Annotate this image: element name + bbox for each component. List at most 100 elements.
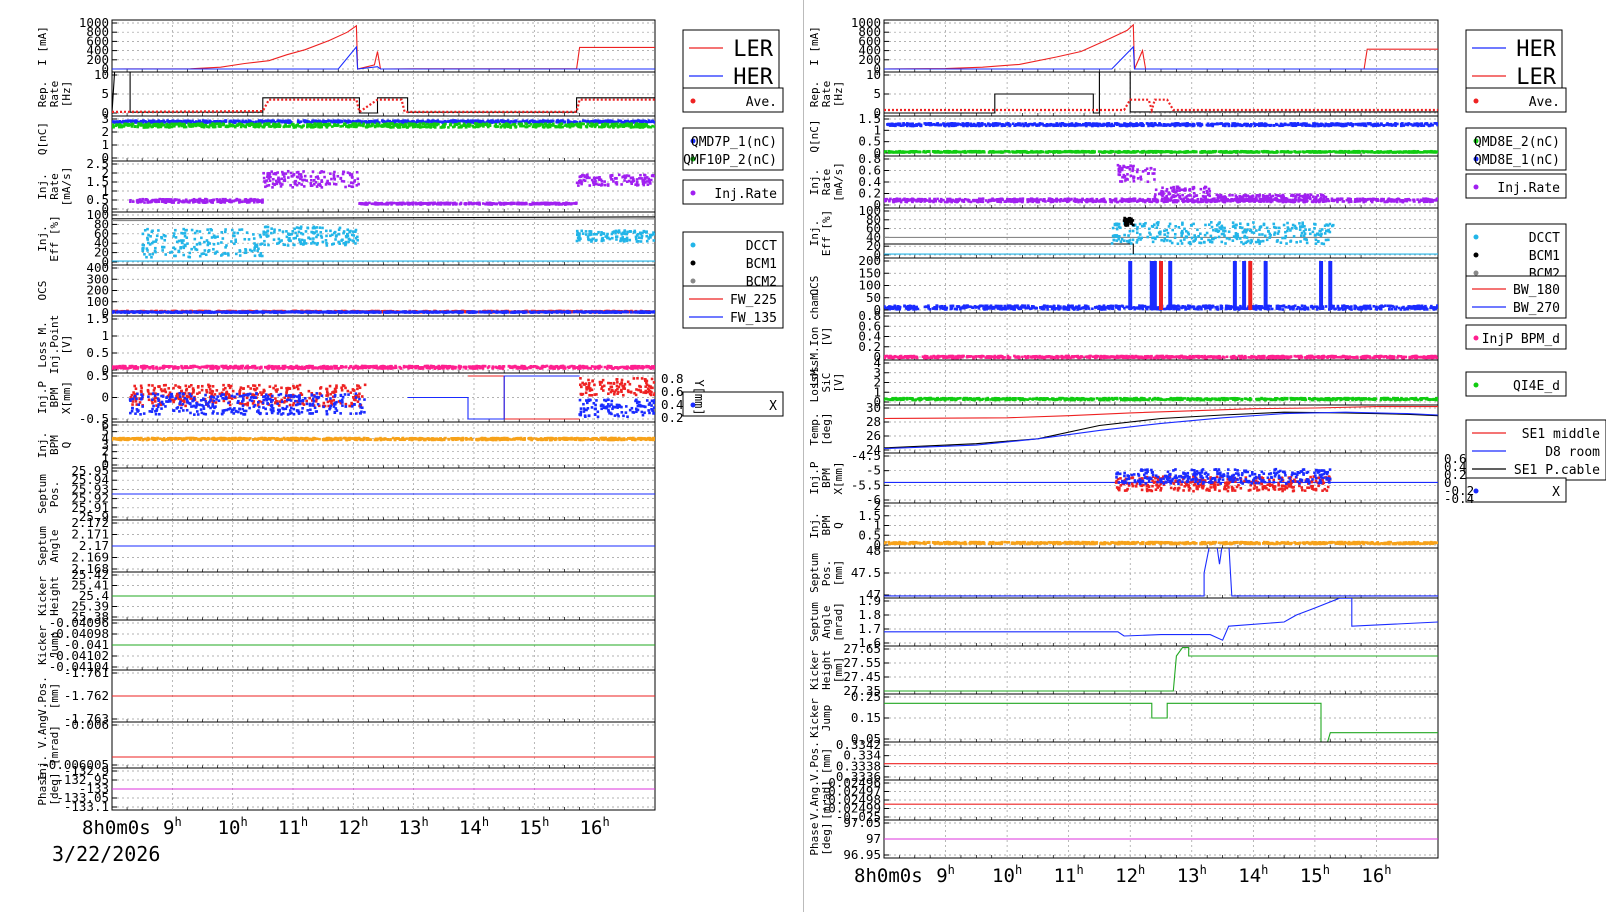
- data-point-green: [157, 125, 160, 129]
- data-point-green: [494, 123, 498, 126]
- data-point-blue: [450, 120, 453, 124]
- data-point-blue: [218, 119, 222, 123]
- data-point-purple: [597, 183, 601, 187]
- data-point-purple: [186, 200, 189, 204]
- data-point-purple: [635, 178, 639, 181]
- data-point-blue: [617, 119, 621, 123]
- data-point-blue: [233, 311, 236, 314]
- data-point-cyan: [340, 239, 343, 242]
- data-point-blue: [364, 310, 367, 314]
- data-point-purple: [642, 182, 646, 185]
- data-point-pink: [383, 367, 386, 370]
- data-point-cyan: [588, 232, 591, 236]
- data-point-cyan: [236, 231, 240, 235]
- data-point-purple: [488, 203, 492, 206]
- y-tick-label: 0.5: [86, 345, 109, 360]
- data-point-blue: [419, 120, 422, 124]
- data-point-purple: [567, 201, 571, 205]
- data-point-green: [376, 124, 380, 128]
- data-point-blue: [161, 311, 164, 314]
- data-point-green: [302, 124, 305, 127]
- data-point-blue: [521, 310, 524, 314]
- series-line-red: [112, 98, 655, 114]
- data-point-purple: [225, 199, 229, 202]
- data-point-green: [532, 123, 536, 127]
- series-group: [112, 24, 655, 70]
- data-point-cyan: [203, 240, 206, 244]
- data-point-cyan: [285, 230, 288, 233]
- data-point-blue: [502, 310, 506, 313]
- data-point-green: [269, 125, 272, 128]
- data-point-cyan: [293, 243, 296, 247]
- data-point-purple: [289, 183, 292, 187]
- data-point-green: [484, 122, 487, 126]
- data-point-blue: [614, 311, 617, 314]
- data-point-blue: [237, 120, 241, 124]
- data-point-cyan: [315, 230, 318, 233]
- data-point-green: [579, 124, 582, 128]
- data-point-cyan: [173, 247, 177, 251]
- data-point-blue: [346, 120, 349, 124]
- data-point-cyan: [177, 239, 181, 243]
- data-point-purple: [323, 175, 326, 179]
- data-point-purple: [303, 178, 306, 182]
- data-point-blue: [300, 310, 304, 314]
- data-point-green: [503, 123, 507, 127]
- data-point-green: [626, 123, 629, 127]
- data-point-purple: [401, 201, 405, 205]
- data-point-purple: [517, 202, 521, 206]
- data-point-purple: [314, 180, 318, 184]
- data-point-cyan: [315, 235, 318, 239]
- data-point-blue: [430, 310, 433, 314]
- data-point-cyan: [584, 233, 588, 236]
- data-point-blue: [544, 120, 548, 124]
- data-point-purple: [396, 202, 400, 206]
- data-point-cyan: [652, 239, 655, 242]
- y-axis-label: OCS: [36, 281, 49, 301]
- data-point-purple: [231, 199, 235, 203]
- data-point-purple: [312, 182, 316, 186]
- data-point-blue: [518, 120, 521, 124]
- data-point-cyan: [642, 229, 646, 233]
- data-point-blue: [135, 310, 139, 314]
- data-point-blue: [510, 311, 513, 314]
- data-point-cyan: [182, 227, 185, 231]
- data-point-purple: [531, 202, 535, 205]
- data-point-cyan: [299, 225, 303, 229]
- data-point-purple: [274, 172, 278, 176]
- data-point-purple: [136, 198, 140, 202]
- data-point-cyan: [304, 242, 308, 245]
- data-point-purple: [346, 171, 350, 174]
- data-point-cyan: [266, 229, 270, 233]
- data-point-green: [481, 122, 485, 126]
- data-point-blue: [350, 310, 353, 313]
- data-point-cyan: [620, 238, 623, 242]
- data-point-green: [422, 122, 426, 125]
- data-point-blue: [251, 121, 255, 124]
- data-point-blue: [596, 121, 599, 124]
- data-point-green: [349, 125, 353, 128]
- data-point-cyan: [350, 233, 354, 237]
- data-point-purple: [548, 203, 551, 206]
- data-point-blue: [383, 311, 386, 314]
- data-point-purple: [184, 198, 188, 202]
- data-point-purple: [302, 170, 305, 173]
- data-point-cyan: [313, 231, 316, 234]
- data-point-blue: [267, 310, 270, 314]
- data-point-blue: [150, 121, 153, 124]
- data-point-purple: [261, 198, 264, 202]
- data-point-green: [475, 122, 479, 125]
- data-point-cyan: [225, 244, 228, 247]
- data-point-green: [467, 122, 470, 126]
- data-point-purple: [269, 175, 272, 179]
- data-point-blue: [583, 119, 587, 123]
- data-point-cyan: [297, 238, 301, 241]
- data-point-green: [155, 124, 158, 128]
- data-point-cyan: [146, 236, 149, 240]
- data-point-purple: [368, 201, 371, 205]
- data-point-green: [534, 125, 538, 129]
- data-point-cyan: [325, 244, 329, 247]
- data-point-purple: [646, 183, 650, 186]
- data-point-purple: [551, 201, 554, 205]
